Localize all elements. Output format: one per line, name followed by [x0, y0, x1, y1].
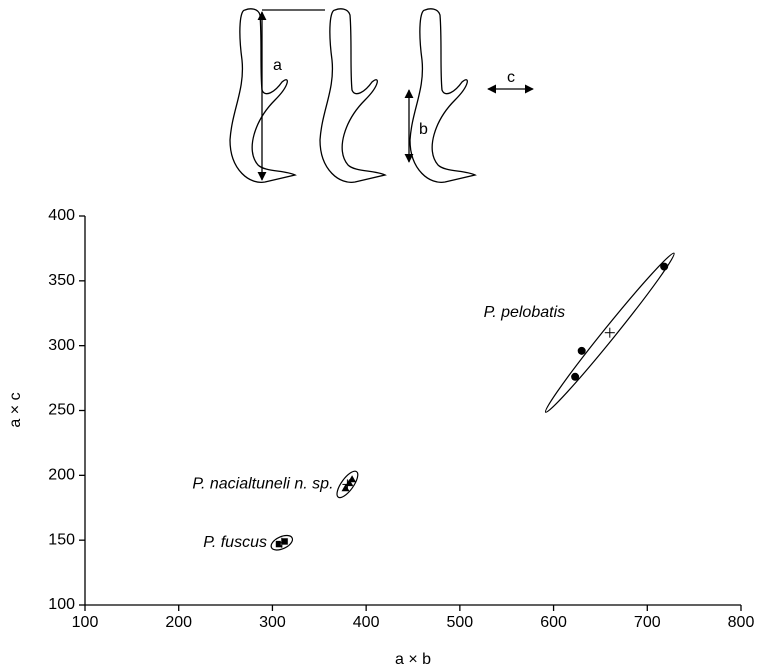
y-axis-label: a × c [7, 392, 24, 427]
x-tick-label: 800 [728, 614, 755, 631]
y-tick-label: 300 [48, 337, 75, 354]
x-tick-label: 400 [353, 614, 380, 631]
hook-outline [320, 9, 385, 183]
y-tick-label: 150 [48, 531, 75, 548]
y-tick-label: 350 [48, 272, 75, 289]
group-label: P. fuscus [203, 534, 267, 551]
point [578, 347, 586, 355]
point [660, 263, 668, 271]
y-tick-label: 400 [48, 207, 75, 224]
measure-label: c [507, 69, 515, 86]
group-label: P. nacialtuneli n. sp. [192, 476, 333, 493]
x-tick-label: 100 [72, 614, 99, 631]
x-tick-label: 200 [165, 614, 192, 631]
x-tick-label: 500 [447, 614, 474, 631]
x-tick-label: 300 [259, 614, 286, 631]
chart: a b c a × b a × c 100 200 300 400 500 600 700 8… [0, 0, 758, 669]
x-tick-label: 700 [634, 614, 661, 631]
measure-label: a [273, 57, 282, 74]
x-tick-label: 600 [540, 614, 567, 631]
y-tick-label: 100 [48, 596, 75, 613]
hook-outline [410, 9, 475, 183]
measure-label: b [419, 121, 428, 138]
y-tick-label: 250 [48, 402, 75, 419]
point [571, 373, 579, 381]
group-label: P. pelobatis [484, 304, 566, 321]
hook-diagram: a b c [230, 9, 533, 183]
y-tick-label: 200 [48, 467, 75, 484]
x-axis-label: a × b [395, 651, 431, 668]
